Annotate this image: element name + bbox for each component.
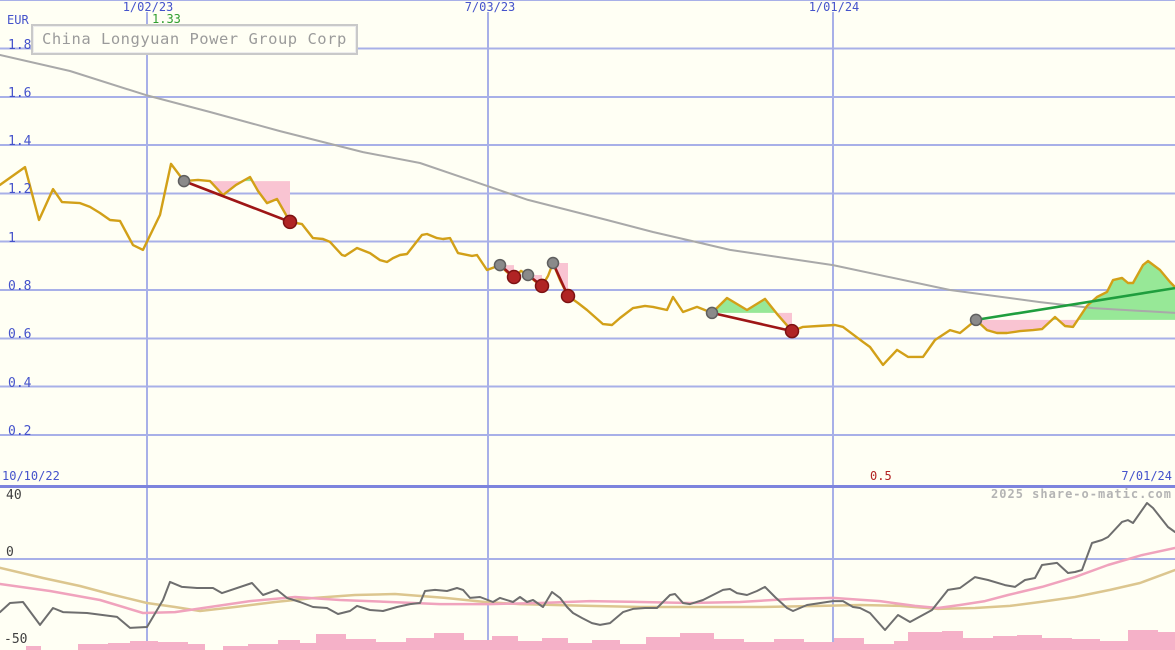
- volume-bar: [714, 639, 744, 650]
- volume-bar: [993, 636, 1017, 650]
- trend-fills: [184, 177, 1175, 333]
- volume-bar: [78, 644, 108, 650]
- volume-bars: [26, 630, 1175, 650]
- volume-bar: [1158, 632, 1175, 650]
- trend-end-dot: [560, 288, 576, 304]
- volume-bar: [1100, 641, 1128, 650]
- trend-start-dot: [969, 313, 983, 327]
- price-y-label: 0.6: [8, 327, 32, 342]
- volume-bar: [774, 639, 804, 650]
- volume-bar: [1128, 630, 1158, 650]
- loss-fill: [252, 181, 290, 222]
- price-y-label: 0.2: [8, 424, 32, 439]
- uptrend-line: [975, 286, 1175, 322]
- volume-bar: [744, 642, 774, 650]
- volume-bar: [130, 641, 158, 650]
- volume-bar: [963, 638, 993, 650]
- volume-bar: [908, 632, 942, 650]
- trend-end-dot: [784, 323, 800, 339]
- price-y-label: 0.8: [8, 279, 32, 294]
- price-y-label: 0.4: [8, 376, 32, 391]
- trend-start-dot: [546, 256, 560, 270]
- volume-bar: [1072, 639, 1100, 650]
- volume-bar: [26, 646, 41, 650]
- top-date-label: 7/03/23: [464, 0, 516, 14]
- volume-bar: [434, 633, 464, 650]
- volume-bar: [108, 643, 130, 650]
- price-y-label: 1: [8, 231, 16, 246]
- oscillator-lines: [0, 502, 1175, 631]
- volume-bar: [464, 640, 492, 650]
- panel-separator: [0, 485, 1175, 488]
- loss-fill: [184, 179, 243, 196]
- moving-average-line: [0, 54, 1175, 314]
- oscillator-y-label: -50: [4, 632, 28, 647]
- volume-bar: [804, 642, 834, 650]
- volume-bar: [680, 633, 714, 650]
- volume-bar: [300, 643, 316, 650]
- volume-bar: [188, 644, 205, 650]
- oscillator-y-label: 40: [6, 488, 22, 503]
- gain-fill: [1077, 261, 1175, 320]
- price-y-label: 1.4: [8, 134, 32, 149]
- low-annotation: 0.5: [870, 469, 892, 483]
- price-y-label: 1.6: [8, 86, 32, 101]
- chart-title: China Longyuan Power Group Corp: [31, 24, 358, 55]
- volume-bar: [592, 640, 620, 650]
- volume-bar: [542, 638, 568, 650]
- trend-start-dot: [177, 174, 191, 188]
- volume-bar: [894, 641, 908, 650]
- watermark: 2025 share-o-matic.com: [991, 487, 1172, 501]
- volume-bar: [864, 644, 894, 650]
- top-date-label: 1/01/24: [808, 0, 860, 14]
- trend-end-dot: [534, 278, 550, 294]
- volume-bar: [406, 638, 434, 650]
- trend-start-dot: [493, 258, 507, 272]
- volume-bar: [1017, 635, 1042, 650]
- currency-label: EUR: [7, 13, 29, 27]
- bottom-right-date: 7/01/24: [1121, 469, 1172, 483]
- trend-end-dot: [506, 269, 522, 285]
- high-annotation: 1.33: [152, 12, 181, 26]
- oscillator-y-label: 0: [6, 545, 14, 560]
- top-date-label: 1/02/23: [122, 0, 174, 14]
- downtrend-line: [183, 179, 291, 224]
- volume-bar: [248, 644, 278, 650]
- trend-dots: [177, 174, 983, 339]
- pink-signal-line: [0, 546, 1175, 615]
- volume-bar: [1042, 638, 1072, 650]
- volume-bar: [492, 636, 518, 650]
- volume-bar: [376, 642, 406, 650]
- volume-bar: [158, 642, 188, 650]
- volume-bar: [346, 639, 376, 650]
- volume-bar: [518, 641, 542, 650]
- trend-end-dot: [282, 214, 298, 230]
- volume-bar: [646, 637, 680, 650]
- volume-bar: [568, 643, 592, 650]
- volume-bar: [278, 640, 300, 650]
- volume-bar: [834, 638, 864, 650]
- tan-signal-line: [0, 566, 1175, 613]
- bottom-left-date: 10/10/22: [2, 469, 60, 483]
- volume-bar: [223, 646, 248, 650]
- price-y-label: 1.2: [8, 182, 32, 197]
- downtrend-line: [711, 311, 793, 333]
- trend-start-dot: [521, 268, 535, 282]
- oscillator-line: [0, 502, 1175, 631]
- gain-fill: [712, 298, 777, 313]
- trend-start-dot: [705, 306, 719, 320]
- volume-bar: [942, 631, 963, 650]
- price-lines: [0, 54, 1175, 367]
- volume-bar: [620, 644, 646, 650]
- volume-bar: [316, 634, 346, 650]
- price-y-label: 1.8: [8, 38, 32, 53]
